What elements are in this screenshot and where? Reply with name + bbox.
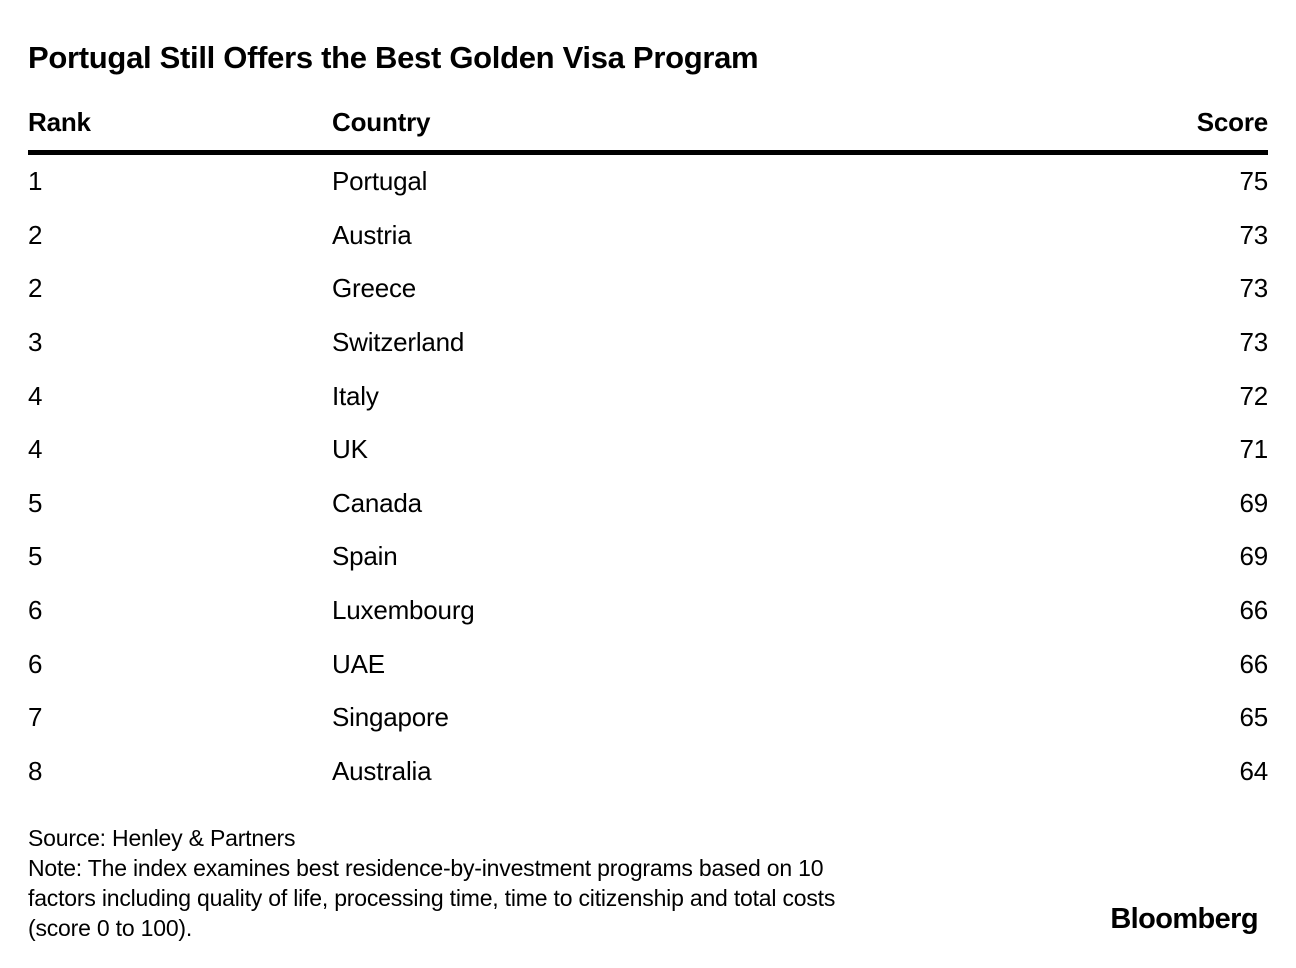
score-cell: 73 — [1239, 273, 1268, 304]
table-row: 8 Australia 64 — [28, 745, 1268, 799]
note-line-3: (score 0 to 100). — [28, 915, 193, 942]
country-cell: Australia — [332, 755, 432, 786]
country-cell: Switzerland — [332, 327, 465, 358]
score-cell: 69 — [1239, 487, 1268, 518]
rank-cell: 8 — [28, 755, 43, 786]
note-line-1: Note: The index examines best residence-… — [28, 855, 824, 882]
table-row: 4 Italy 72 — [28, 369, 1268, 423]
table-row: 1 Portugal 75 — [28, 155, 1268, 209]
score-cell: 69 — [1239, 541, 1268, 572]
table-body: 1 Portugal 75 2 Austria 73 2 Greece 73 3 Switzerla… — [28, 155, 1268, 798]
bloomberg-logo: Bloomberg — [1110, 903, 1258, 935]
column-header-score: Score — [1196, 107, 1268, 137]
table-row: 5 Spain 69 — [28, 530, 1268, 584]
rank-cell: 4 — [28, 434, 43, 465]
score-cell: 66 — [1239, 648, 1268, 679]
score-cell: 72 — [1239, 380, 1268, 411]
column-header-rank: Rank — [28, 107, 91, 137]
table-row: 4 UK 71 — [28, 423, 1268, 477]
table-row: 2 Greece 73 — [28, 262, 1268, 316]
country-cell: Singapore — [332, 702, 449, 733]
country-cell: Austria — [332, 219, 412, 250]
table-row: 7 Singapore 65 — [28, 691, 1268, 745]
header-rule — [28, 150, 1268, 155]
country-cell: UAE — [332, 648, 385, 679]
footer: Source: Henley & Partners Note: The inde… — [28, 823, 1268, 943]
country-cell: Greece — [332, 273, 417, 304]
rank-cell: 2 — [28, 273, 43, 304]
country-cell: Italy — [332, 380, 379, 411]
score-cell: 73 — [1239, 219, 1268, 250]
score-cell: 75 — [1239, 166, 1268, 197]
column-header-country: Country — [332, 107, 431, 137]
rank-cell: 1 — [28, 166, 43, 197]
country-cell: Canada — [332, 487, 422, 518]
country-cell: UK — [332, 434, 368, 465]
table-row: 6 UAE 66 — [28, 637, 1268, 691]
rank-cell: 2 — [28, 219, 43, 250]
note-line-2: factors including quality of life, proce… — [28, 885, 836, 912]
table-row: 3 Switzerland 73 — [28, 316, 1268, 370]
rank-cell: 7 — [28, 702, 43, 733]
country-cell: Spain — [332, 541, 398, 572]
rank-cell: 5 — [28, 487, 43, 518]
score-cell: 66 — [1239, 595, 1268, 626]
table-row: 5 Canada 69 — [28, 477, 1268, 531]
rank-cell: 4 — [28, 380, 43, 411]
score-cell: 73 — [1239, 327, 1268, 358]
table-header: Rank Country Score — [28, 106, 1268, 138]
rank-cell: 5 — [28, 541, 43, 572]
rank-cell: 6 — [28, 595, 43, 626]
score-cell: 71 — [1239, 434, 1268, 465]
score-cell: 65 — [1239, 702, 1268, 733]
rank-cell: 3 — [28, 327, 43, 358]
rank-cell: 6 — [28, 648, 43, 679]
score-cell: 64 — [1239, 755, 1268, 786]
source-text: Source: Henley & Partners — [28, 825, 296, 852]
country-cell: Luxembourg — [332, 595, 475, 626]
table-row: 2 Austria 73 — [28, 209, 1268, 263]
chart-title: Portugal Still Offers the Best Golden Vi… — [28, 40, 759, 75]
country-cell: Portugal — [332, 166, 428, 197]
table-row: 6 Luxembourg 66 — [28, 584, 1268, 638]
